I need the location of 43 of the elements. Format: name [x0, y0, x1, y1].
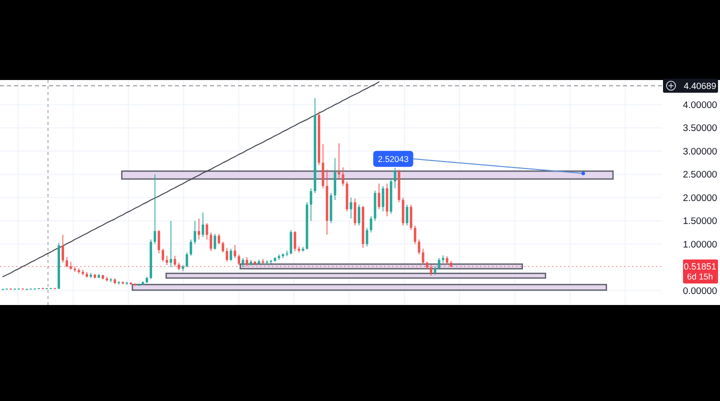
candlestick: [234, 244, 236, 258]
candlestick: [438, 258, 440, 270]
candlestick: [214, 233, 216, 250]
y-tick-label: 0.00000: [682, 286, 718, 297]
y-tick-label: 3.50000: [682, 123, 718, 134]
candlestick: [226, 247, 228, 262]
y-tick-label: 2.00000: [682, 192, 718, 204]
candlestick: [430, 264, 432, 276]
candlestick: [166, 255, 168, 266]
ref-line-label: 0.51851 6d 15h: [684, 262, 716, 282]
candlestick: [414, 225, 416, 244]
candlestick: [194, 220, 196, 244]
candlestick: [210, 232, 212, 252]
y-tick-label: 3.00000: [682, 146, 718, 158]
candlestick: [158, 230, 160, 254]
ref-line-label: 4.40689: [684, 80, 716, 91]
y-tick-label: 2.50000: [682, 170, 718, 181]
candlestick: [206, 222, 208, 240]
candlestick: [422, 248, 424, 265]
annotation: 2.52043: [378, 154, 409, 164]
line-series: [2, 81, 380, 278]
y-tick-label: 1.00000: [682, 239, 718, 250]
candlestick: [110, 278, 112, 283]
candlestick: [218, 233, 220, 244]
candlestick: [202, 212, 204, 238]
candlestick: [186, 252, 188, 268]
candlestick: [62, 234, 64, 264]
candlestick: [418, 239, 420, 255]
candlestick: [238, 254, 240, 266]
y-tick-label: 4.00000: [682, 100, 718, 111]
y-tick-label: 1.50000: [682, 216, 718, 228]
candlestick: [222, 241, 224, 253]
candlestick: [242, 258, 244, 268]
candlestick: [230, 248, 232, 262]
candlestick: [246, 256, 248, 267]
candlestick: [154, 174, 156, 244]
candlestick: [162, 248, 164, 262]
candlestick: [190, 239, 192, 256]
candlestick: [198, 218, 200, 240]
candlestick: [66, 256, 68, 268]
candlestick: [170, 220, 172, 268]
candlestick: [174, 255, 176, 267]
candlestick: [338, 142, 340, 180]
